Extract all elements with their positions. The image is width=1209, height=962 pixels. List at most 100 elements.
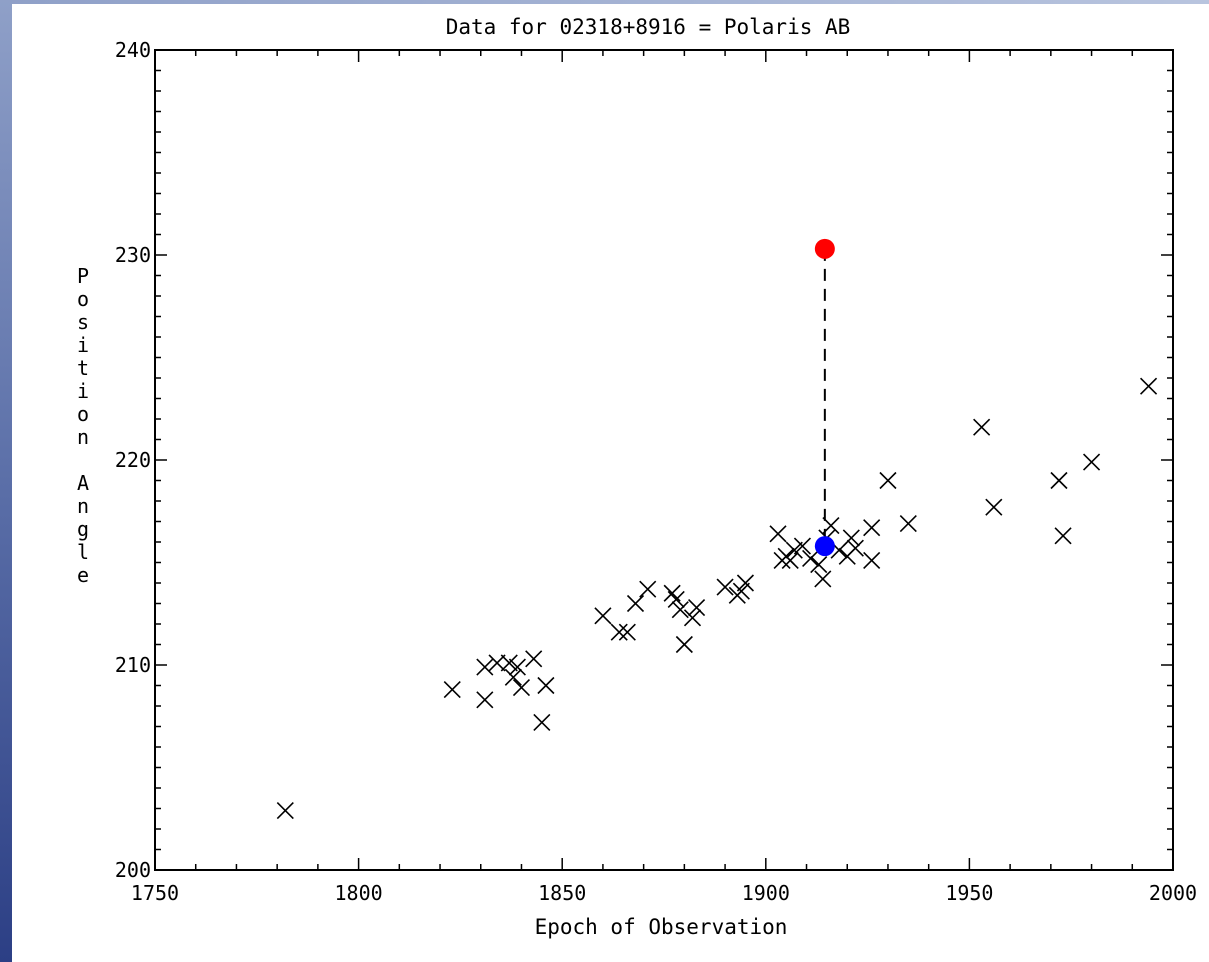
data-point <box>842 529 860 547</box>
data-point <box>533 713 551 731</box>
data-point-stroke <box>504 668 522 686</box>
data-point-stroke <box>863 551 881 570</box>
side-decorative-strip <box>0 0 12 962</box>
data-point-stroke <box>736 574 755 592</box>
data-point-stroke <box>842 529 860 547</box>
data-point <box>639 580 657 598</box>
y-tick-label: 240 <box>115 38 151 62</box>
data-point-stroke <box>973 418 991 436</box>
data-point <box>476 691 494 709</box>
y-tick-label: 200 <box>115 858 151 882</box>
data-point <box>688 599 706 617</box>
data-point-stroke <box>500 654 518 672</box>
data-point <box>443 681 461 699</box>
data-point-stroke <box>814 570 832 588</box>
data-point-stroke <box>785 541 803 559</box>
data-point-stroke <box>671 601 689 619</box>
data-point <box>626 594 645 613</box>
data-point-stroke <box>525 650 543 668</box>
data-point-stroke <box>802 549 820 567</box>
data-point <box>810 555 828 574</box>
data-point-stroke <box>899 514 917 533</box>
x-tick-label: 1800 <box>335 881 383 905</box>
data-point <box>683 609 702 627</box>
data-point <box>802 549 820 567</box>
data-point-stroke <box>688 599 706 617</box>
plot-frame <box>154 49 1174 871</box>
data-point <box>863 519 881 537</box>
data-point <box>973 418 991 436</box>
data-point-stroke <box>863 519 881 537</box>
data-point <box>793 537 812 555</box>
data-point-stroke <box>1140 377 1158 395</box>
data-point-stroke <box>667 590 685 608</box>
data-point-stroke <box>781 551 799 570</box>
data-point-stroke <box>822 517 840 535</box>
data-point-stroke <box>732 582 750 600</box>
data-point <box>675 635 693 654</box>
data-point-stroke <box>1054 527 1072 545</box>
data-point <box>781 551 799 570</box>
data-point <box>1082 453 1101 471</box>
data-point <box>879 471 897 490</box>
highlight-points <box>814 238 835 557</box>
data-point-stroke <box>488 654 506 672</box>
x-tick-label: 1950 <box>945 881 993 905</box>
data-point <box>671 601 689 619</box>
data-point-stroke <box>716 578 734 596</box>
data-point-stroke <box>846 539 864 557</box>
data-point-stroke <box>618 623 636 641</box>
data-point <box>716 578 734 596</box>
highlight-point <box>814 536 835 557</box>
data-point-stroke <box>793 537 812 555</box>
data-point <box>512 678 531 697</box>
data-point <box>1054 527 1072 545</box>
data-point <box>504 668 522 686</box>
highlight-point <box>814 238 835 259</box>
x-tick-label: 2000 <box>1149 881 1197 905</box>
data-point-stroke <box>276 801 294 820</box>
data-point-stroke <box>508 658 526 676</box>
data-point-stroke <box>533 713 551 731</box>
data-point-stroke <box>512 678 531 697</box>
top-decorative-strip <box>0 0 1209 4</box>
data-point-stroke <box>537 676 555 695</box>
axis-ticks <box>154 49 1174 871</box>
data-points <box>276 377 1158 820</box>
data-point <box>863 551 881 570</box>
data-point <box>610 623 628 641</box>
data-point <box>537 676 555 695</box>
data-point <box>500 654 518 672</box>
data-point-stroke <box>675 635 693 654</box>
data-point-stroke <box>879 471 897 490</box>
data-point-stroke <box>594 607 612 625</box>
data-point <box>846 539 864 557</box>
data-point-stroke <box>626 594 645 613</box>
data-point-stroke <box>1082 453 1101 471</box>
x-tick-label: 1850 <box>538 881 586 905</box>
data-point <box>476 658 494 676</box>
data-point-stroke <box>985 498 1003 516</box>
data-point-stroke <box>610 623 628 641</box>
data-point <box>785 541 803 559</box>
data-point <box>985 498 1003 516</box>
data-point-stroke <box>476 658 494 676</box>
x-tick-label: 1750 <box>131 881 179 905</box>
data-point <box>822 517 840 535</box>
data-point <box>1140 377 1158 395</box>
data-point-stroke <box>663 584 681 602</box>
data-point <box>488 654 506 672</box>
data-point <box>276 801 294 820</box>
y-tick-label: 210 <box>115 653 151 677</box>
y-tick-label: 220 <box>115 448 151 472</box>
data-point-stroke <box>1050 471 1068 490</box>
data-point-stroke <box>769 525 787 543</box>
chart-title: Data for 02318+8916 = Polaris AB <box>446 15 851 39</box>
y-tick-label: 230 <box>115 243 151 267</box>
data-point-stroke <box>476 691 494 709</box>
data-point <box>732 582 750 600</box>
tick-labels: 1750 1800 1850 1900 1950 2000 200 210 220 230 240 <box>115 38 1197 905</box>
x-axis-label: Epoch of Observation <box>535 915 788 939</box>
data-point <box>736 574 755 592</box>
